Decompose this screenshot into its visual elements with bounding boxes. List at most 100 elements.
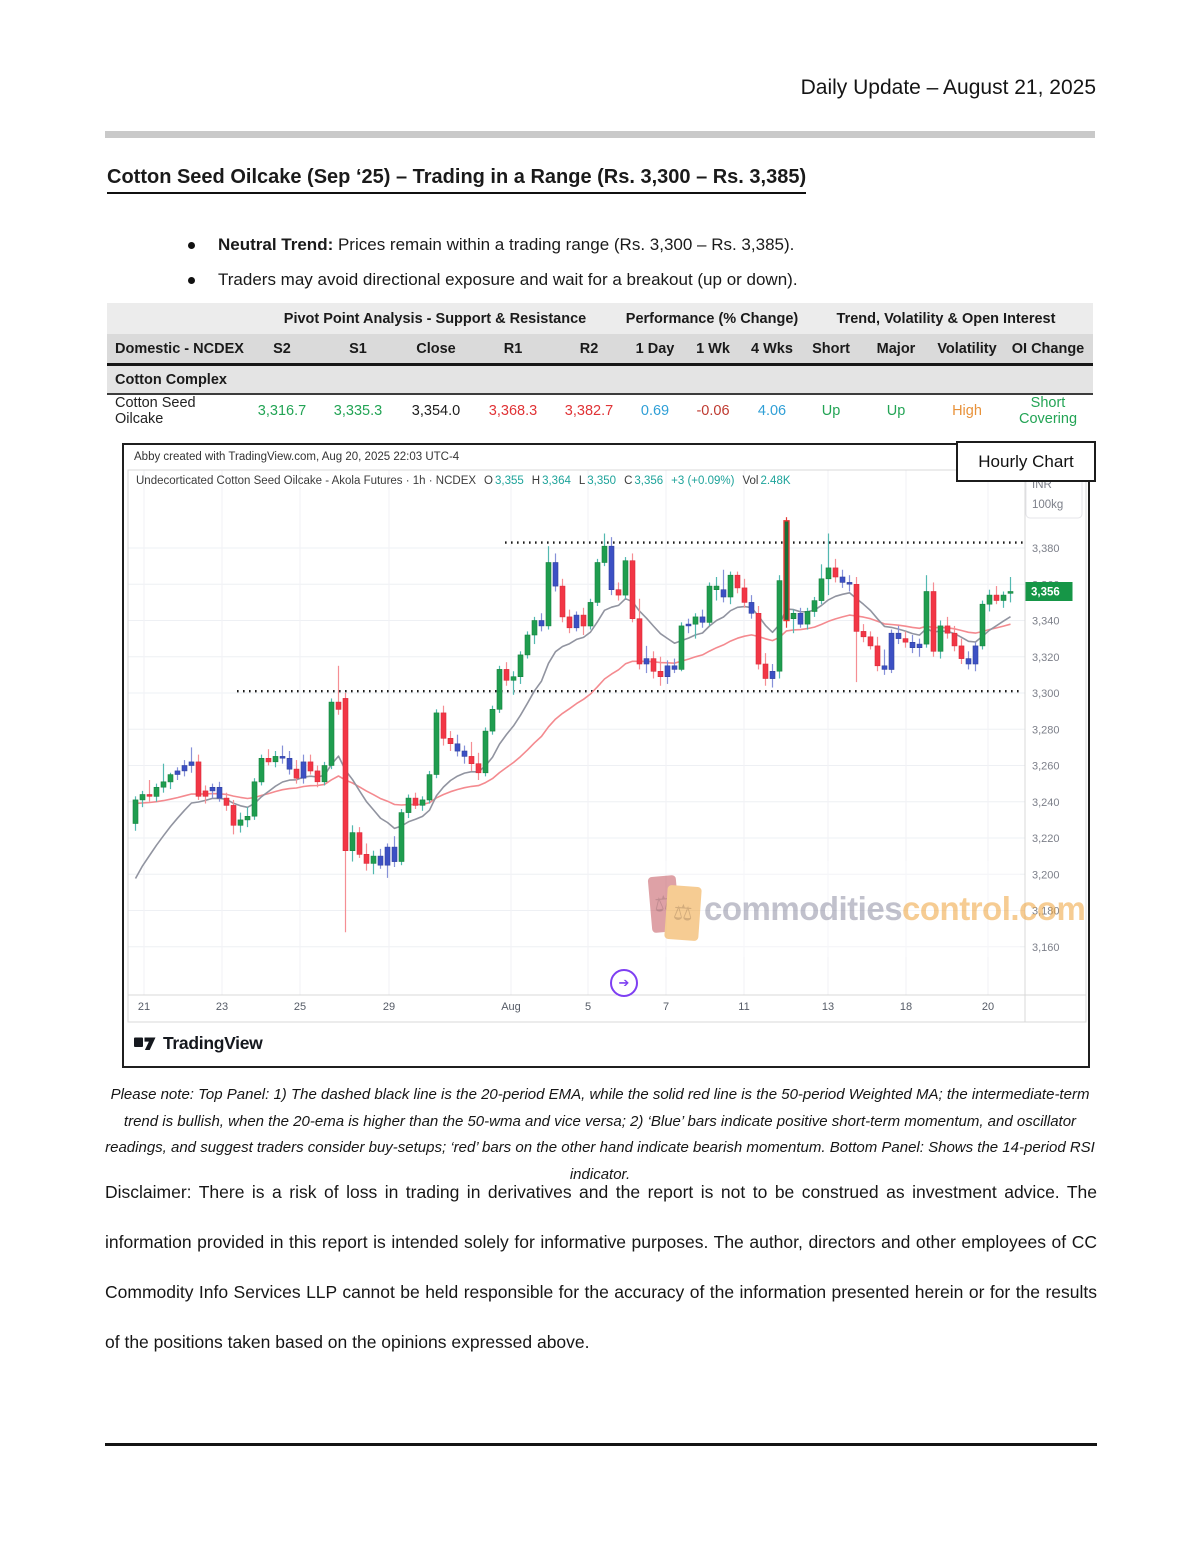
candle-body	[384, 846, 391, 866]
column-header: 1 Wk	[696, 340, 730, 357]
chart-label: 3,240	[1032, 797, 1060, 809]
column-header: Domestic - NCDEX	[115, 340, 244, 357]
summary-bullets: Neutral Trend: Prices remain within a tr…	[140, 235, 1080, 305]
candle-body	[377, 855, 384, 866]
table-column-header-row: Domestic - NCDEX S2 S1 Close R1 R2 1 Day 1 Wk 4 …	[107, 334, 1093, 366]
chart-label: 3,220	[1032, 833, 1060, 845]
candle-body	[916, 643, 923, 649]
candle-body	[902, 638, 909, 643]
candle-body	[335, 701, 342, 710]
candle-body	[783, 520, 790, 622]
candle-body	[867, 636, 874, 647]
candle-body	[244, 815, 251, 821]
candle-body	[139, 794, 146, 801]
header-divider	[105, 131, 1095, 138]
candle-body	[888, 632, 895, 670]
candle-body	[398, 812, 405, 862]
candle-body	[454, 743, 461, 752]
watermark-text: commoditiescontrol.com	[704, 890, 1086, 928]
candle-body	[951, 632, 958, 647]
chart-label: 29	[383, 1001, 395, 1013]
watermark-part1: commodities	[704, 890, 903, 927]
candle-body	[307, 761, 314, 772]
scroll-to-latest-button[interactable]: ➔	[610, 969, 638, 997]
candle-body	[685, 623, 692, 627]
table-cell: 3,316.7	[257, 403, 307, 419]
candle-body	[601, 545, 608, 563]
symbol-line-part: O	[484, 475, 493, 487]
candle-body	[720, 589, 727, 598]
last-price-badge	[1025, 582, 1073, 601]
group-header-cell: Performance (% Change)	[625, 310, 799, 327]
table-cell: 3,335.3	[333, 403, 383, 419]
candle-body	[853, 584, 860, 632]
symbol-line-part: H	[531, 475, 541, 487]
chart-label: Aug	[501, 1001, 521, 1013]
commoditiescontrol-watermark: ⚖ ⚖ commoditiescontrol.com	[640, 861, 1086, 957]
candle-body	[356, 832, 363, 855]
table-cell: Short Covering	[1018, 395, 1078, 427]
chart-label: 11	[738, 1001, 749, 1013]
candle-body	[608, 545, 615, 590]
candle-body	[671, 665, 678, 670]
candle-body	[762, 663, 769, 679]
bullet-text: Traders may avoid directional exposure a…	[218, 270, 798, 289]
candle-body	[482, 730, 489, 774]
candle-body	[622, 560, 629, 596]
candle-body	[412, 797, 419, 806]
candle-body	[447, 737, 454, 744]
tradingview-logo-text: TradingView	[163, 1033, 263, 1053]
symbol-line-part: 3,350	[587, 475, 617, 487]
candle-body	[930, 591, 937, 652]
chart-attribution: Abby created with TradingView.com, Aug 2…	[134, 451, 460, 463]
candle-body	[349, 832, 356, 852]
symbol-line-part: 3,356	[634, 475, 664, 487]
candle-body	[972, 645, 979, 665]
candle-body	[965, 658, 972, 665]
candle-body	[342, 698, 349, 851]
candle-body	[594, 562, 601, 603]
bullet-traders: Traders may avoid directional exposure a…	[180, 270, 1080, 290]
wma-50-line	[135, 614, 1011, 806]
page-header-date: Daily Update – August 21, 2025	[800, 76, 1096, 99]
candle-body	[391, 846, 398, 862]
candle-body	[475, 763, 482, 774]
candlestick-chart: 3,3803,3603,3403,3203,3003,2803,2603,240…	[127, 469, 1087, 1023]
column-header: Major	[876, 340, 916, 357]
candle-body	[979, 603, 986, 647]
watermark-part2: control.com	[902, 890, 1086, 927]
candle-body	[286, 757, 293, 770]
chart-label: 3,160	[1032, 942, 1060, 954]
table-group-header-row: Pivot Point Analysis - Support & Resista…	[107, 303, 1093, 334]
candle-body	[216, 786, 223, 799]
candle-body	[818, 578, 825, 601]
column-header: 4 Wks	[751, 340, 793, 357]
chart-label: 5	[585, 1001, 591, 1013]
candle-body	[461, 750, 468, 757]
symbol-line-part: 2.48K	[760, 475, 791, 487]
chart-label: 3,356	[1031, 587, 1060, 599]
candle-body	[909, 642, 916, 649]
chart-label: 25	[294, 1001, 306, 1013]
candle-body	[993, 594, 1000, 601]
symbol-line-part: Vol	[742, 475, 759, 487]
candle-body	[797, 613, 804, 625]
chart-symbol-line: Undecorticated Cotton Seed Oilcake - Ako…	[136, 475, 793, 487]
candle-body	[958, 645, 965, 659]
candle-body	[643, 658, 650, 665]
chart-label: 3,300	[1032, 688, 1060, 700]
candle-body	[531, 620, 538, 636]
candle-body	[580, 614, 587, 627]
candle-body	[321, 765, 328, 783]
candle-body	[153, 786, 160, 797]
candle-body	[741, 587, 748, 603]
candle-body	[839, 576, 846, 583]
table-cell: 0.69	[640, 403, 670, 419]
table-cell: Up	[886, 403, 906, 419]
candle-body	[944, 625, 951, 634]
symbol-line-part: 3,355	[495, 475, 524, 487]
table-cell: 4.06	[757, 403, 787, 419]
tradingview-logo-icon	[134, 1037, 156, 1050]
chart-notes: Please note: Top Panel: 1) The dashed bl…	[105, 1086, 1095, 1184]
candle-body	[804, 611, 811, 625]
